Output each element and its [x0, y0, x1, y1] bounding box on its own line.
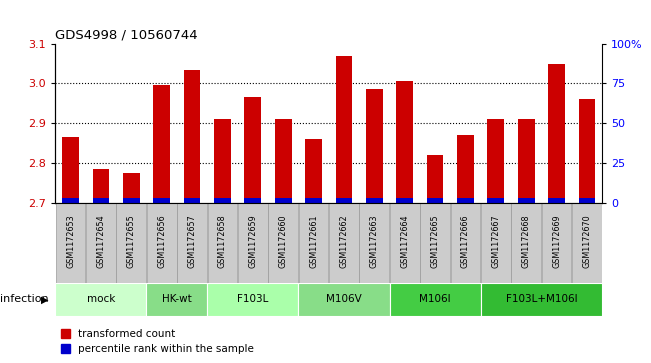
Text: F103L+M106I: F103L+M106I: [506, 294, 577, 305]
Bar: [244, 98, 261, 199]
Text: GSM1172664: GSM1172664: [400, 215, 409, 268]
Bar: [275, 119, 292, 199]
Text: GSM1172661: GSM1172661: [309, 215, 318, 268]
Bar: [123, 174, 139, 199]
Bar: [542, 203, 572, 283]
Bar: [366, 90, 383, 199]
Text: GSM1172653: GSM1172653: [66, 215, 75, 268]
Bar: [238, 203, 268, 283]
Text: GSM1172655: GSM1172655: [127, 215, 136, 269]
Text: M106I: M106I: [419, 294, 451, 305]
Bar: [62, 199, 79, 203]
Bar: [450, 203, 480, 283]
Bar: [427, 155, 443, 199]
Bar: [329, 203, 359, 283]
Text: GSM1172662: GSM1172662: [339, 215, 348, 268]
Bar: [488, 119, 504, 199]
Bar: [305, 198, 322, 203]
Bar: [298, 283, 389, 316]
Bar: [396, 198, 413, 203]
Text: GSM1172668: GSM1172668: [521, 215, 531, 268]
Text: mock: mock: [87, 294, 115, 305]
Bar: [55, 283, 146, 316]
Bar: [390, 203, 420, 283]
Bar: [62, 137, 79, 199]
Bar: [244, 199, 261, 203]
Text: GSM1172663: GSM1172663: [370, 215, 379, 268]
Legend: transformed count, percentile rank within the sample: transformed count, percentile rank withi…: [61, 329, 254, 354]
Bar: [511, 203, 541, 283]
Bar: [518, 199, 534, 203]
Bar: [154, 198, 170, 203]
Bar: [123, 199, 139, 203]
Text: GSM1172665: GSM1172665: [430, 215, 439, 268]
Bar: [299, 203, 329, 283]
Bar: [366, 199, 383, 203]
Text: GSM1172669: GSM1172669: [552, 215, 561, 268]
Text: GDS4998 / 10560744: GDS4998 / 10560744: [55, 28, 198, 41]
Text: GSM1172666: GSM1172666: [461, 215, 470, 268]
Bar: [336, 56, 352, 198]
Text: GSM1172660: GSM1172660: [279, 215, 288, 268]
Text: HK-wt: HK-wt: [162, 294, 192, 305]
Bar: [579, 99, 596, 199]
Bar: [488, 199, 504, 203]
Bar: [457, 135, 474, 199]
Bar: [396, 82, 413, 198]
Bar: [389, 283, 480, 316]
Text: F103L: F103L: [237, 294, 268, 305]
Bar: [518, 119, 534, 199]
Text: ▶: ▶: [41, 294, 49, 305]
Text: M106V: M106V: [326, 294, 362, 305]
Bar: [117, 203, 146, 283]
Text: infection: infection: [0, 294, 49, 305]
Bar: [268, 203, 298, 283]
Bar: [146, 283, 207, 316]
Bar: [177, 203, 207, 283]
Bar: [86, 203, 116, 283]
Bar: [336, 198, 352, 203]
Bar: [548, 64, 565, 199]
Bar: [305, 139, 322, 198]
Bar: [420, 203, 450, 283]
Text: GSM1172658: GSM1172658: [218, 215, 227, 268]
Bar: [214, 199, 230, 203]
Bar: [480, 283, 602, 316]
Bar: [275, 199, 292, 203]
Text: GSM1172656: GSM1172656: [157, 215, 166, 268]
Bar: [481, 203, 511, 283]
Bar: [154, 85, 170, 198]
Text: GSM1172659: GSM1172659: [248, 215, 257, 269]
Bar: [184, 199, 201, 203]
Bar: [214, 119, 230, 199]
Bar: [548, 199, 565, 203]
Bar: [457, 199, 474, 203]
Bar: [92, 169, 109, 199]
Bar: [208, 203, 238, 283]
Bar: [184, 69, 201, 199]
Bar: [207, 283, 298, 316]
Text: GSM1172657: GSM1172657: [187, 215, 197, 269]
Bar: [92, 199, 109, 203]
Text: GSM1172670: GSM1172670: [583, 215, 592, 268]
Text: GSM1172654: GSM1172654: [96, 215, 105, 268]
Bar: [359, 203, 389, 283]
Bar: [55, 203, 85, 283]
Bar: [572, 203, 602, 283]
Bar: [427, 199, 443, 203]
Text: GSM1172667: GSM1172667: [492, 215, 501, 268]
Bar: [146, 203, 176, 283]
Bar: [579, 199, 596, 203]
